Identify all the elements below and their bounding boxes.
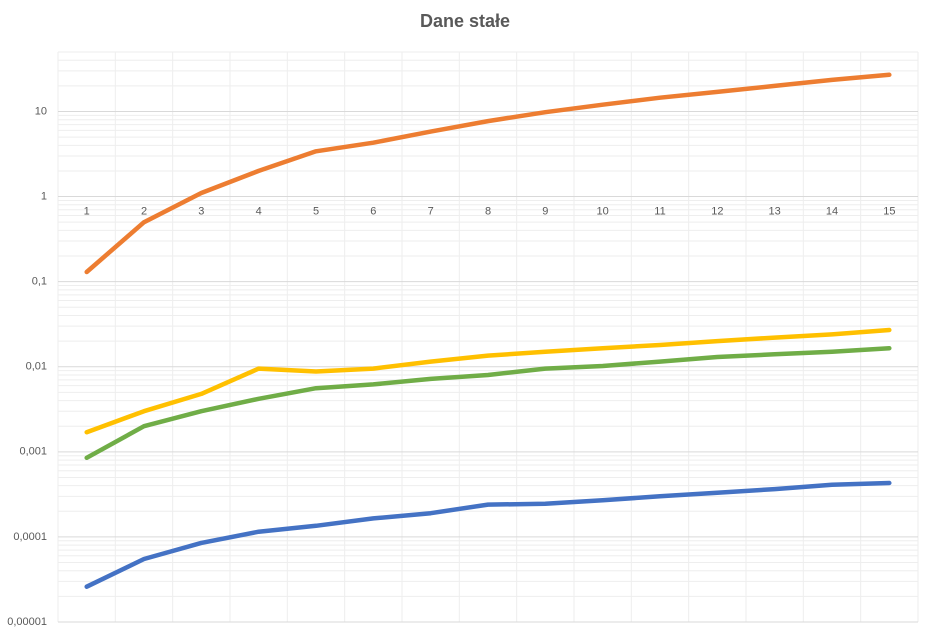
series-line: [84, 72, 892, 275]
x-tick-label: 13: [769, 205, 781, 217]
x-tick-label: 2: [141, 205, 147, 217]
x-tick-label: 14: [826, 205, 838, 217]
y-tick-label: 0,0001: [13, 531, 47, 543]
y-tick-label: 1: [41, 190, 47, 202]
x-tick-label: 10: [597, 205, 609, 217]
x-tick-label: 3: [198, 205, 204, 217]
x-tick-label: 15: [883, 205, 895, 217]
x-tick-label: 6: [370, 205, 376, 217]
x-tick-label: 12: [711, 205, 723, 217]
x-tick-label: 11: [654, 205, 665, 217]
y-tick-label: 0,00001: [7, 616, 47, 628]
y-tick-label: 0,01: [26, 361, 47, 373]
x-tick-label: 7: [428, 205, 434, 217]
x-tick-label: 4: [256, 205, 262, 217]
y-tick-label: 0,001: [19, 446, 47, 458]
x-tick-label: 5: [313, 205, 319, 217]
y-tick-label: 10: [35, 105, 47, 117]
series-line: [84, 480, 892, 589]
chart-title: Dane stałe: [420, 11, 510, 31]
series-line: [84, 345, 892, 461]
x-tick-label: 9: [542, 205, 548, 217]
y-tick-label: 0,1: [32, 276, 47, 288]
x-tick-label: 1: [84, 205, 90, 217]
x-tick-label: 8: [485, 205, 491, 217]
series-line: [84, 327, 892, 435]
